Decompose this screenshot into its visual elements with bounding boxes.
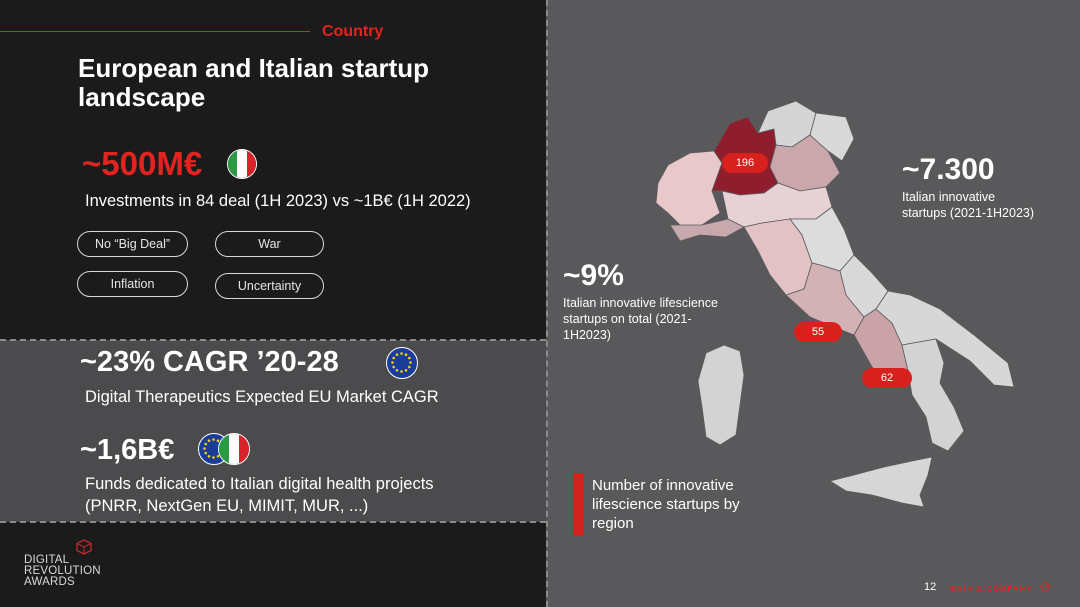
logo-line: DIGITAL: [24, 554, 70, 566]
map-region-liguria: [669, 218, 745, 242]
brand-label: BAIN & COMPANY: [950, 584, 1033, 593]
italy-regions-map: [655, 100, 1015, 508]
divider-line: [0, 521, 546, 523]
funds-headline: ~1,6B€: [80, 434, 175, 466]
map-legend-label: Number of innovative lifescience startup…: [592, 477, 740, 532]
cagr-headline: ~23% CAGR ’20-28: [80, 346, 339, 378]
eu-flag-icon: [386, 347, 418, 379]
bain-company-logo: BAIN & COMPANY: [950, 582, 1050, 593]
funds-description-detail: (PNRR, NextGen EU, MIMIT, MUR, ...): [85, 497, 369, 515]
section-label: Country: [322, 23, 384, 40]
factor-pill: Uncertainty: [215, 273, 324, 299]
factor-pill: Inflation: [77, 271, 188, 297]
factor-pill: War: [215, 231, 324, 257]
lifescience-share-label-line: 1H2023): [563, 328, 611, 342]
middle-panel: [0, 340, 546, 522]
startups-total-label-line: startups (2021-1H2023): [902, 206, 1035, 220]
eu-italy-flag-icon: [198, 432, 254, 466]
region-badge-lazio: 55: [794, 322, 842, 342]
lifescience-share-value: ~9%: [563, 259, 624, 292]
italy-flag-icon: [227, 149, 257, 179]
lifescience-share-label-line: Italian innovative lifescience: [563, 296, 718, 310]
digital-revolution-awards-logo: DIGITAL REVOLUTION AWARDS: [24, 539, 101, 588]
map-region-piemonte: [655, 150, 723, 228]
investments-description: Investments in 84 deal (1H 2023) vs ~1B€…: [85, 192, 471, 210]
legend-color-swatch: [573, 473, 584, 536]
funds-description: Funds dedicated to Italian digital healt…: [85, 475, 434, 493]
map-region-veneto: [769, 134, 841, 192]
map-region-friuli: [809, 112, 855, 162]
map-region-sicilia: [828, 456, 933, 508]
lifescience-share-label-line: startups on total (2021-: [563, 312, 692, 326]
divider-line: [0, 339, 546, 341]
startups-total-value: ~7.300: [902, 153, 995, 186]
logo-line: AWARDS: [24, 576, 75, 588]
map-region-calabria: [901, 338, 965, 452]
startups-total-label-line: Italian innovative: [902, 190, 996, 204]
investments-headline: ~500M€: [82, 145, 203, 182]
map-region-sardegna: [697, 344, 745, 446]
cube-logo-icon: [76, 539, 92, 555]
lifescience-share-label: Italian innovative lifescience startups …: [563, 295, 718, 343]
bain-circle-icon: [1040, 582, 1050, 592]
bottom-dark-panel: [0, 522, 546, 607]
region-badge-campania: 62: [862, 368, 912, 388]
cagr-description: Digital Therapeutics Expected EU Market …: [85, 388, 439, 406]
factor-pill: No “Big Deal”: [77, 231, 188, 257]
page-number: 12: [924, 581, 937, 593]
logo-line: REVOLUTION: [24, 565, 101, 577]
region-badge-lombardia: 196: [722, 153, 768, 173]
top-dark-panel: [0, 0, 546, 340]
startups-total-label: Italian innovative startups (2021-1H2023…: [902, 189, 1034, 221]
section-rule: [0, 31, 310, 32]
page-title: European and Italian startup landscape: [78, 53, 430, 112]
